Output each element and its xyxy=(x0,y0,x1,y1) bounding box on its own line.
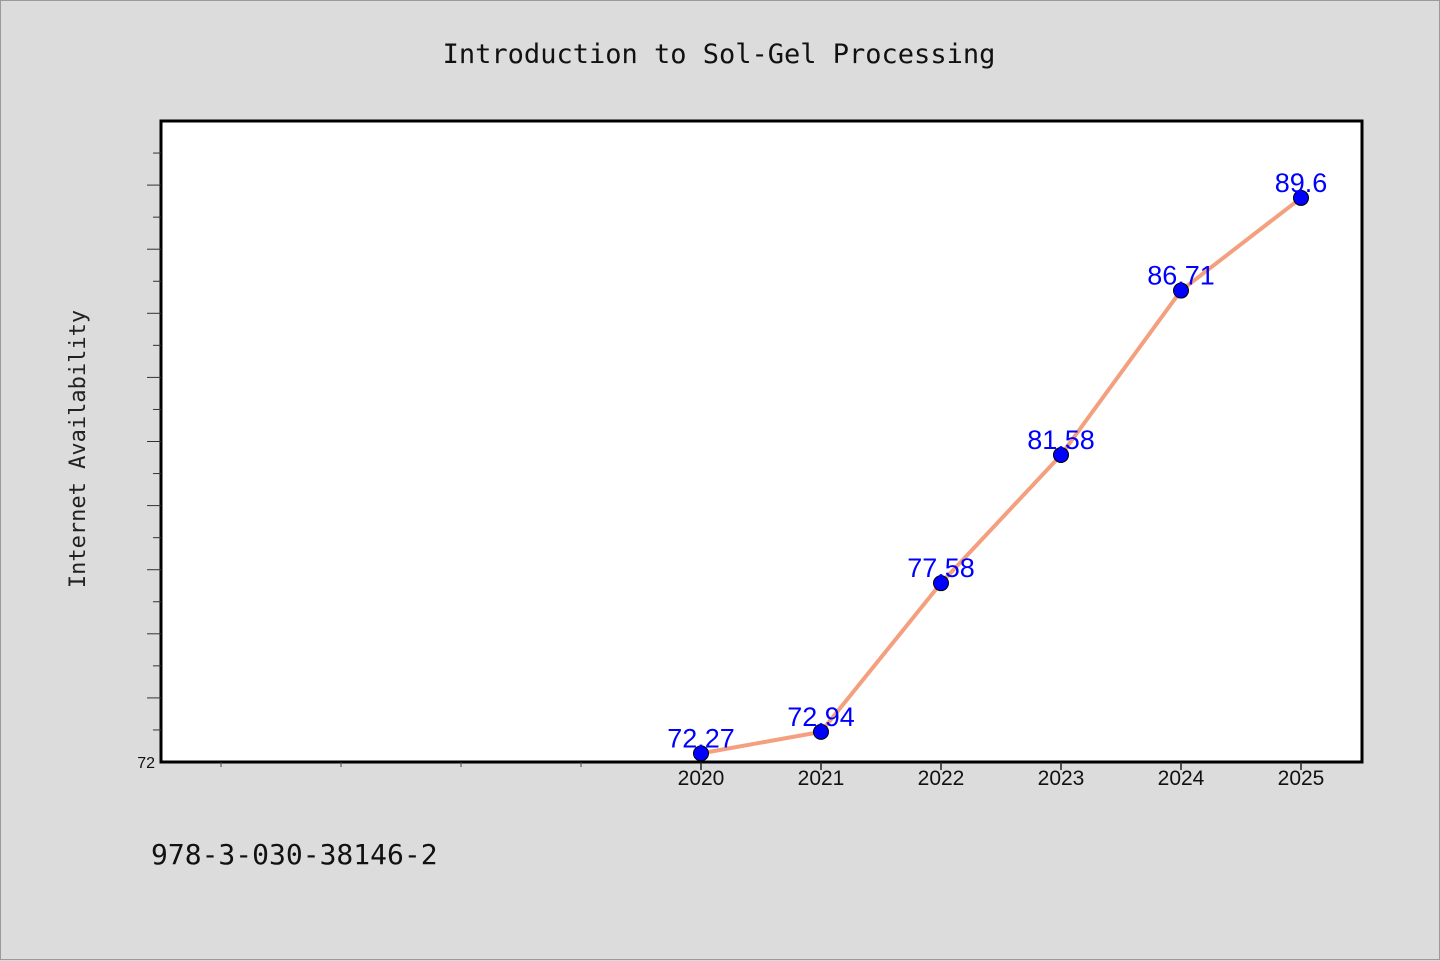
data-labels: 72.27 72.94 77.58 81.58 86.71 89.6 xyxy=(667,168,1327,753)
data-point xyxy=(933,575,949,592)
data-point xyxy=(1173,282,1189,299)
data-label: 81.58 xyxy=(1027,425,1095,455)
data-point xyxy=(1293,189,1309,206)
data-point xyxy=(1053,446,1069,463)
y-axis-label: Internet Availability xyxy=(66,310,91,588)
data-label: 72.94 xyxy=(787,702,855,732)
chart-title: Introduction to Sol-Gel Processing xyxy=(443,39,996,70)
axis-ticks: 72 2020 2021 2022 2023 2024 2025 xyxy=(137,152,1325,790)
x-tick-label: 2021 xyxy=(798,767,845,790)
x-tick-label: 2022 xyxy=(918,767,965,790)
plot-area xyxy=(159,119,1364,764)
x-tick-label: 2020 xyxy=(678,767,725,790)
data-label: 72.27 xyxy=(667,723,735,753)
data-label: 77.58 xyxy=(907,553,975,583)
series-line xyxy=(700,196,1303,756)
data-label: 86.71 xyxy=(1147,261,1215,291)
data-label: 89.6 xyxy=(1275,168,1328,198)
x-tick-label: 2023 xyxy=(1038,767,1085,790)
data-point xyxy=(693,745,709,762)
series-layer xyxy=(693,189,1309,762)
data-point xyxy=(813,723,829,740)
y-tick-label: 72 xyxy=(137,755,155,772)
footnote-isbn: 978-3-030-38146-2 xyxy=(151,838,438,871)
x-tick-label: 2024 xyxy=(1158,767,1205,790)
x-tick-label: 2025 xyxy=(1278,767,1325,790)
